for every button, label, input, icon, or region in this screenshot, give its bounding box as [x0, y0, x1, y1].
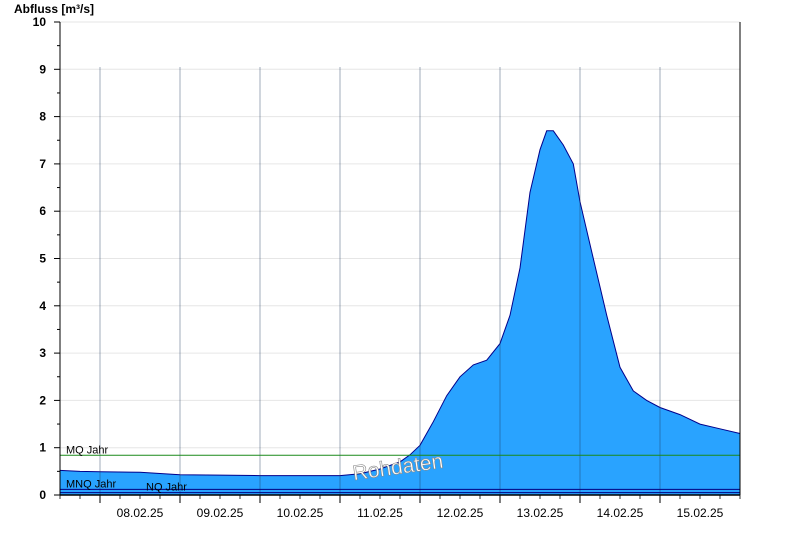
- x-tick-label: 10.02.25: [277, 506, 324, 520]
- x-tick-label: 08.02.25: [117, 506, 164, 520]
- reference-line-label: MQ Jahr: [66, 444, 109, 456]
- x-tick-label: 11.02.25: [357, 506, 403, 520]
- x-ticks: 08.02.25 09.02.25 10.02.25 11.02.25 12.02.25…: [59, 495, 741, 520]
- area-fill: [60, 130, 740, 496]
- grid: [60, 21, 740, 449]
- y-tick-label: 0: [39, 488, 46, 502]
- reference-line-label: MNQ Jahr: [66, 478, 116, 490]
- y-tick-label: 4: [39, 299, 46, 313]
- y-ticks: 0 1 2 3 4 5 6 7 8 9 10: [33, 15, 60, 502]
- watermark: Rohdaten: [351, 450, 444, 485]
- y-tick-label: 2: [39, 393, 46, 407]
- x-tick-label: 09.02.25: [197, 506, 244, 520]
- y-tick-label: 7: [39, 157, 46, 171]
- x-tick-label: 12.02.25: [437, 506, 484, 520]
- day-dividers: [99, 67, 661, 495]
- y-tick-label: 9: [39, 62, 46, 76]
- discharge-area: [59, 130, 741, 496]
- reference-lines: MQ Jahr MNQ Jahr NQ Jahr: [60, 444, 740, 494]
- y-tick-label: 8: [39, 110, 46, 124]
- y-tick-label: 10: [33, 15, 47, 29]
- x-tick-label: 13.02.25: [517, 506, 564, 520]
- y-axis-title: Abfluss [m³/s]: [14, 2, 94, 16]
- x-tick-label: 14.02.25: [597, 506, 644, 520]
- y-tick-label: 6: [39, 204, 46, 218]
- y-tick-label: 3: [39, 346, 46, 360]
- reference-line-label: NQ Jahr: [146, 482, 187, 494]
- y-tick-label: 1: [39, 441, 46, 455]
- y-tick-label: 5: [39, 252, 46, 266]
- x-tick-label: 15.02.25: [677, 506, 724, 520]
